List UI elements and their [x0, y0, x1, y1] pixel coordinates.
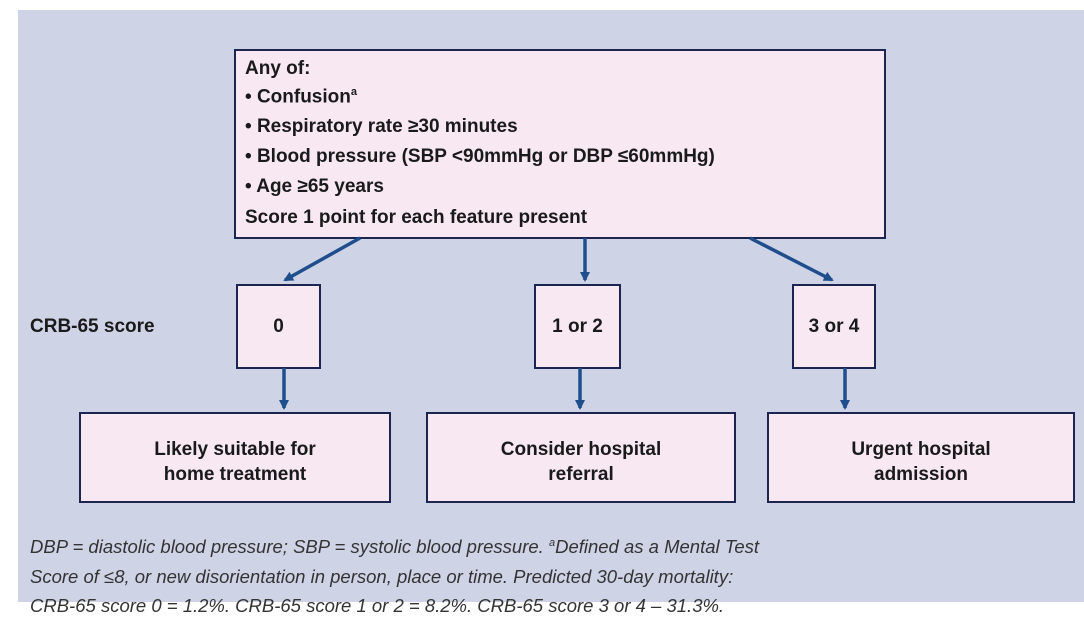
outcome-box	[426, 412, 736, 503]
footnote-text: Defined as a Mental Test	[555, 536, 760, 557]
footnote-line: DBP = diastolic blood pressure; SBP = sy…	[30, 536, 759, 558]
criteria-scoring: Score 1 point for each feature present	[245, 207, 588, 228]
outcome-box	[79, 412, 391, 503]
item-text: Confusion	[256, 86, 351, 108]
criteria-item: • Age ≥65 years	[245, 176, 384, 197]
score-label: CRB-65 score	[30, 316, 155, 337]
outcome-line: Urgent hospital	[851, 439, 991, 460]
criteria-item: • Confusiona	[245, 86, 357, 108]
outcome: Consider hospital referral	[427, 437, 735, 487]
outcome-line: referral	[548, 464, 614, 485]
score-box	[236, 284, 321, 369]
outcome-line: Likely suitable for	[154, 439, 316, 460]
item-text: Blood pressure (SBP <90mmHg or DBP ≤60mm…	[256, 146, 715, 167]
item-text: Respiratory rate ≥30 minutes	[256, 116, 518, 137]
outcome-box	[767, 412, 1075, 503]
criteria-item: • Respiratory rate ≥30 minutes	[245, 116, 518, 137]
footnote-marker: a	[350, 86, 357, 98]
footnote-marker: a	[548, 536, 556, 549]
score-value: 3 or 4	[808, 316, 860, 337]
criteria-box	[234, 49, 886, 239]
criteria-item: • Blood pressure (SBP <90mmHg or DBP ≤60…	[245, 146, 715, 167]
footnote-text: DBP = diastolic blood pressure; SBP = sy…	[30, 536, 544, 557]
score-box	[792, 284, 876, 369]
arrow	[749, 236, 834, 282]
item-text: Age ≥65 years	[256, 176, 384, 197]
criteria-heading: Any of:	[245, 58, 311, 79]
footnote-line: CRB-65 score 0 = 1.2%. CRB-65 score 1 or…	[30, 595, 725, 616]
outcome-line: admission	[874, 464, 968, 485]
score-value: 0	[273, 316, 284, 337]
footnote-line: Score of ≤8, or new disorientation in pe…	[30, 566, 734, 587]
score-value: 1 or 2	[552, 316, 603, 337]
arrow	[283, 236, 361, 282]
outcome-line: Consider hospital	[500, 439, 662, 460]
outcome-line: home treatment	[163, 464, 307, 485]
outcome: Likely suitable for home treatment	[80, 437, 390, 487]
score-box	[534, 284, 621, 369]
outcome: Urgent hospital admission	[768, 437, 1074, 487]
